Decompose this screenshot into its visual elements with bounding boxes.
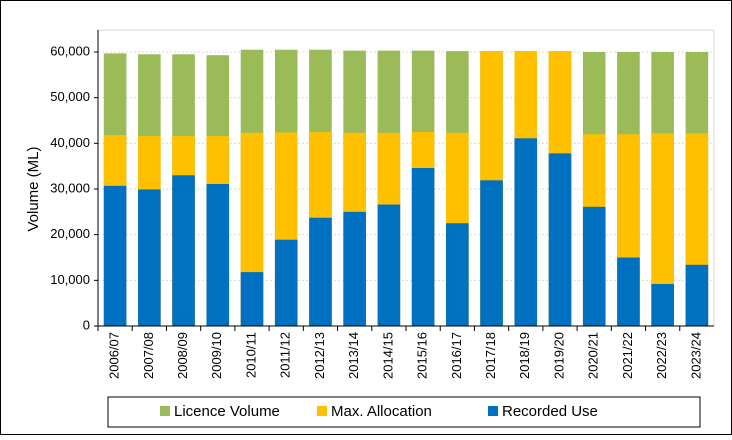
x-tick-label: 2023/24	[688, 332, 703, 379]
plot-area	[97, 29, 715, 327]
x-tick-label: 2021/22	[620, 332, 635, 379]
bar	[446, 223, 469, 326]
bar	[617, 257, 640, 326]
bar	[172, 175, 195, 326]
legend-label: Recorded Use	[502, 403, 598, 420]
legend-swatch	[488, 406, 498, 416]
legend-label: Licence Volume	[174, 403, 280, 420]
y-tick-label: 10,000	[50, 272, 90, 287]
x-tick-label: 2015/16	[415, 332, 430, 379]
y-tick-label: 0	[83, 317, 90, 332]
x-tick-label: 2008/09	[175, 332, 190, 379]
x-tick-label: 2009/10	[209, 332, 224, 379]
bar	[480, 180, 503, 326]
x-tick-label: 2006/07	[107, 332, 122, 379]
x-tick-label: 2016/17	[449, 332, 464, 379]
y-tick-label: 30,000	[50, 180, 90, 195]
bar	[582, 206, 606, 326]
x-tick-label: 2019/20	[551, 332, 566, 379]
bar	[377, 204, 401, 326]
bar	[240, 272, 264, 326]
legend-swatch	[160, 406, 170, 416]
y-axis-label: Volume (ML)	[25, 146, 42, 231]
bar	[343, 211, 366, 326]
bar	[411, 167, 435, 326]
bar	[685, 264, 709, 326]
x-tick-label: 2014/15	[380, 332, 395, 379]
bar	[514, 138, 538, 326]
x-tick-label: 2013/14	[346, 332, 361, 379]
bar	[138, 189, 161, 326]
legend-label: Max. Allocation	[331, 403, 432, 420]
x-tick-label: 2018/19	[517, 332, 532, 379]
bar	[548, 153, 572, 326]
bar	[274, 239, 298, 326]
legend-box	[107, 396, 701, 428]
bar	[651, 283, 674, 326]
y-tick-label: 50,000	[50, 89, 90, 104]
legend-swatch	[317, 406, 327, 416]
x-tick-label: 2022/23	[654, 332, 669, 379]
bar	[651, 133, 674, 326]
bar	[103, 185, 127, 326]
x-tick-label: 2011/12	[278, 332, 293, 378]
x-tick-label: 2007/08	[141, 332, 156, 379]
bar	[309, 217, 332, 326]
bar	[206, 183, 230, 326]
x-tick-label: 2012/13	[312, 332, 327, 379]
x-tick-label: 2020/21	[586, 332, 601, 379]
y-tick-label: 40,000	[50, 135, 90, 150]
x-tick-label: 2010/11	[243, 332, 258, 378]
y-tick-label: 60,000	[50, 43, 90, 58]
x-tick-label: 2017/18	[483, 332, 498, 379]
y-tick-label: 20,000	[50, 226, 90, 241]
